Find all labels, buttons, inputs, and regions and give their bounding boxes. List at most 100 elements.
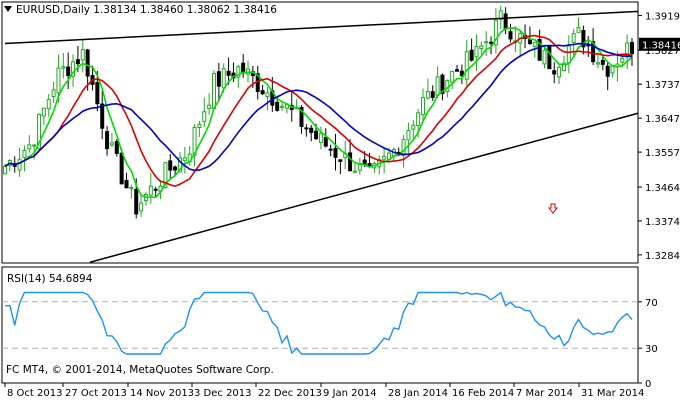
- candle-body: [484, 41, 489, 44]
- candle-body: [411, 124, 416, 130]
- date-tick-label: 31 Mar 2014: [581, 388, 644, 399]
- candle-body: [595, 62, 600, 65]
- candle-body: [338, 159, 343, 162]
- candle-body: [71, 61, 76, 77]
- candle-body: [95, 82, 100, 105]
- ma-mid-line: [4, 34, 633, 188]
- price-tick-label: 1.36470: [645, 114, 680, 125]
- candle-body: [17, 158, 22, 171]
- price-tick-label: 1.38275: [645, 46, 680, 57]
- candle-body: [163, 162, 168, 189]
- candle-body: [508, 31, 513, 40]
- candle-body: [226, 70, 231, 76]
- sell-arrow-icon[interactable]: [547, 203, 559, 214]
- candle-body: [3, 165, 7, 175]
- candle-body: [474, 46, 479, 58]
- candle-body: [134, 188, 139, 215]
- candle-body: [119, 152, 124, 185]
- ma-fast-line: [4, 27, 633, 199]
- candle-body: [493, 19, 498, 46]
- candle-body: [537, 38, 542, 61]
- candle-body: [430, 91, 435, 98]
- candle-body: [66, 66, 71, 77]
- price-tick-label: 1.39195: [645, 11, 680, 22]
- candle-body: [440, 74, 445, 94]
- date-tick-label: 7 Mar 2014: [516, 388, 573, 399]
- candle-body: [425, 91, 430, 99]
- candle-body: [561, 62, 566, 71]
- candle-body: [581, 29, 586, 48]
- price-tick-label: 1.35570: [645, 148, 680, 159]
- price-tick-label: 1.34645: [645, 183, 680, 194]
- candle-body: [328, 148, 333, 151]
- candle-body: [498, 10, 503, 21]
- candle-body: [352, 170, 357, 173]
- candle-body: [600, 59, 605, 65]
- candle-body: [557, 66, 562, 78]
- candle-body: [212, 72, 216, 109]
- candle-body: [630, 42, 634, 55]
- candle-body: [605, 65, 610, 77]
- rsi-pane[interactable]: [2, 291, 638, 355]
- candle-body: [489, 41, 494, 44]
- candle-body: [421, 97, 425, 116]
- candle-body: [479, 45, 484, 50]
- candle-body: [547, 45, 552, 70]
- candle-body: [503, 13, 508, 30]
- price-pane[interactable]: [3, 5, 639, 263]
- candle-body: [542, 49, 547, 65]
- candle-body: [177, 157, 182, 173]
- candle-body: [532, 41, 537, 47]
- date-tick-label: 3 Dec 2013: [194, 388, 252, 399]
- candle-body: [280, 105, 285, 108]
- date-tick-label: 27 Oct 2013: [65, 388, 127, 399]
- date-tick-label: 28 Jan 2014: [388, 388, 448, 399]
- candle-body: [100, 103, 105, 129]
- price-tick-label: 1.37370: [645, 80, 680, 91]
- candle-body: [348, 152, 353, 172]
- rsi-line: [5, 291, 633, 355]
- candle-body: [27, 144, 32, 150]
- upper-trendline[interactable]: [4, 10, 639, 45]
- candle-body: [469, 49, 474, 61]
- candle-body: [197, 123, 202, 128]
- candle-body: [566, 45, 571, 64]
- candle-body: [192, 126, 197, 156]
- candle-body: [309, 127, 314, 133]
- candle-body: [455, 69, 460, 72]
- price-tick-label: 1.32845: [645, 251, 680, 262]
- candle-body: [265, 92, 270, 97]
- candle-body: [75, 59, 80, 65]
- candle-body: [435, 76, 440, 96]
- candle-body: [139, 202, 144, 212]
- date-tick-label: 22 Dec 2013: [258, 388, 322, 399]
- price-tick-label: 1.33745: [645, 217, 680, 228]
- candle-body: [275, 101, 280, 111]
- candle-body: [241, 62, 246, 74]
- lower-trendline[interactable]: [89, 112, 639, 263]
- axes: 1.39195 1.38275 1.37370 1.36470 1.35570 1.346…: [4, 11, 680, 399]
- candle-body: [260, 90, 265, 95]
- candle-body: [105, 131, 110, 150]
- candle-body: [46, 99, 51, 110]
- chart-menu-triangle-icon[interactable]: [4, 6, 12, 12]
- candle-body: [37, 113, 42, 149]
- symbol-info-label: EURUSD,Daily 1.38134 1.38460 1.38062 1.3…: [16, 4, 277, 16]
- candle-body: [459, 70, 464, 77]
- rsi-pane-border: [1, 266, 639, 384]
- candle-body: [382, 155, 387, 160]
- candle-body: [85, 49, 90, 77]
- candle-body: [173, 166, 178, 171]
- candle-body: [221, 68, 226, 89]
- candle-body: [109, 142, 114, 146]
- candle-body: [202, 111, 207, 122]
- current-price-label: 1.38416: [642, 40, 680, 51]
- candle-body: [591, 41, 596, 63]
- rsi-tick-label: 30: [645, 344, 658, 355]
- candle-body: [304, 127, 309, 130]
- candle-body: [80, 49, 85, 61]
- candle-body: [216, 71, 221, 87]
- candle-body: [61, 66, 66, 69]
- candle-body: [576, 27, 581, 33]
